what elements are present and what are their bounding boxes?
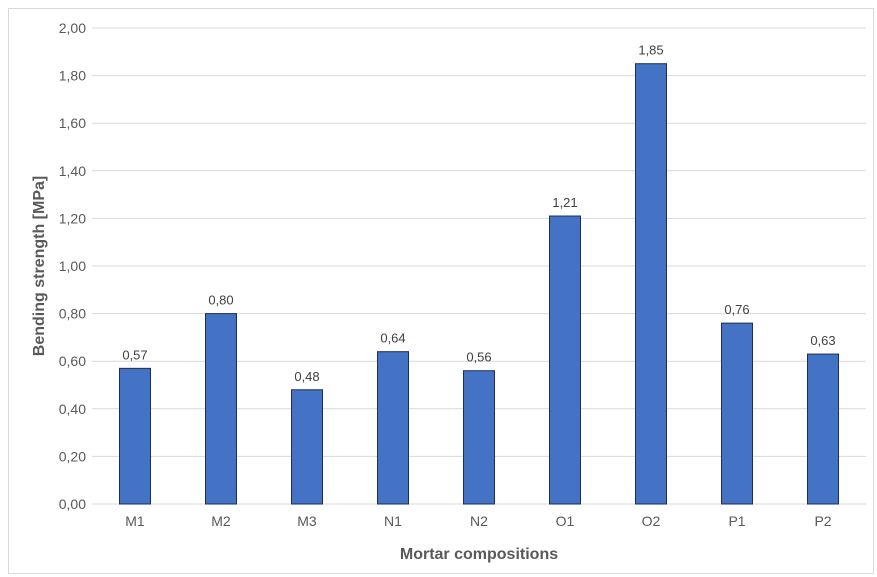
y-tick-label: 0,00: [59, 496, 86, 512]
x-tick-label: N2: [470, 513, 488, 529]
y-tick-label: 2,00: [59, 20, 86, 36]
data-label-n1: 0,64: [380, 331, 405, 346]
y-tick-label: 1,20: [59, 210, 86, 226]
y-tick-label: 1,60: [59, 115, 86, 131]
x-tick-label: M2: [211, 513, 231, 529]
y-tick-label: 1,00: [59, 258, 86, 274]
data-label-m3: 0,48: [294, 369, 319, 384]
data-label-m2: 0,80: [208, 293, 233, 308]
x-tick-labels: M1 M2 M3 N1 N2 O1 O2 P1 P2: [125, 513, 832, 529]
bar-m1: [119, 367, 151, 505]
bars: [119, 63, 839, 505]
x-tick-label: M1: [125, 513, 145, 529]
data-label-p2: 0,63: [810, 333, 835, 348]
data-label-p1: 0,76: [724, 302, 749, 317]
bar-n2: [463, 370, 495, 505]
y-tick-label: 1,40: [59, 163, 86, 179]
data-label-o2: 1,85: [638, 43, 663, 58]
x-tick-label: O1: [556, 513, 575, 529]
x-tick-label: O2: [642, 513, 661, 529]
bar-m2: [205, 313, 237, 505]
x-tick-label: P1: [728, 513, 745, 529]
y-tick-label: 0,40: [59, 401, 86, 417]
bar-p2: [807, 353, 839, 505]
data-label-n2: 0,56: [466, 350, 491, 365]
bar-p1: [721, 322, 753, 505]
y-tick-labels: 0,00 0,20 0,40 0,60 0,80 1,00 1,20 1,40 1,60 1,80…: [59, 20, 86, 512]
bar-m3: [291, 389, 323, 505]
x-tick-label: N1: [384, 513, 402, 529]
bar-n1: [377, 351, 409, 505]
y-axis-title: Bending strength [MPa]: [31, 176, 48, 356]
x-axis-title: Mortar compositions: [400, 546, 558, 563]
y-tick-label: 1,80: [59, 68, 86, 84]
x-tick-label: P2: [814, 513, 831, 529]
y-tick-label: 0,20: [59, 448, 86, 464]
data-label-m1: 0,57: [122, 347, 147, 362]
y-tick-label: 0,80: [59, 306, 86, 322]
y-tick-label: 0,60: [59, 353, 86, 369]
bar-o1: [549, 215, 581, 505]
data-label-o1: 1,21: [552, 195, 577, 210]
data-labels: 0,57 0,80 0,48 0,64 0,56 1,21 1,85 0,76 0,63: [122, 43, 835, 384]
bar-o2: [635, 63, 667, 505]
x-tick-label: M3: [297, 513, 317, 529]
